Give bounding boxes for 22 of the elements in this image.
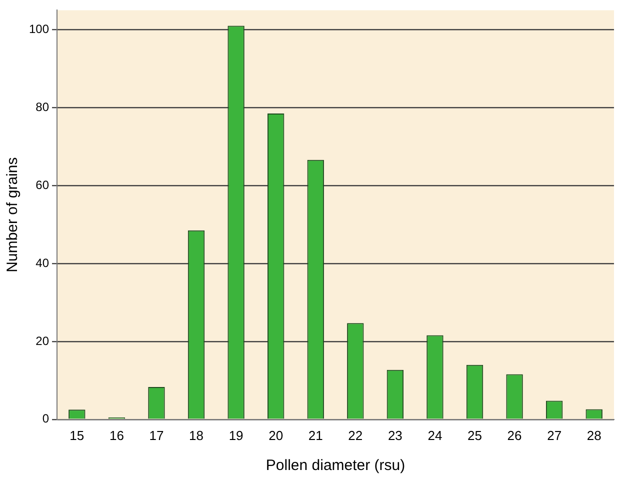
x-tick-label: 19 [228, 428, 244, 443]
y-tick-label: 40 [36, 256, 50, 270]
y-tick-label: 20 [36, 334, 50, 348]
y-axis-title: Number of grains [4, 157, 22, 272]
y-tick-label: 60 [36, 178, 50, 192]
x-tick-label: 22 [348, 428, 363, 443]
x-tick-label: 17 [149, 428, 164, 443]
x-tick-label: 28 [586, 428, 602, 443]
y-tick-label: 0 [42, 412, 50, 426]
y-tick-label: 100 [28, 22, 50, 36]
x-tick-label: 21 [308, 428, 323, 443]
x-tick-label: 18 [189, 428, 204, 443]
x-tick-label: 23 [388, 428, 402, 443]
x-tick-label: 15 [70, 428, 84, 443]
x-tick-label: 27 [547, 428, 562, 443]
x-tick-label: 25 [468, 428, 482, 443]
x-tick-label: 16 [109, 428, 124, 443]
x-tick-label: 26 [507, 428, 522, 443]
y-tick-label: 80 [36, 100, 50, 114]
x-tick-label: 24 [428, 428, 442, 443]
x-tick-label: 20 [268, 428, 284, 443]
x-axis-title: Pollen diameter (rsu) [266, 457, 406, 474]
